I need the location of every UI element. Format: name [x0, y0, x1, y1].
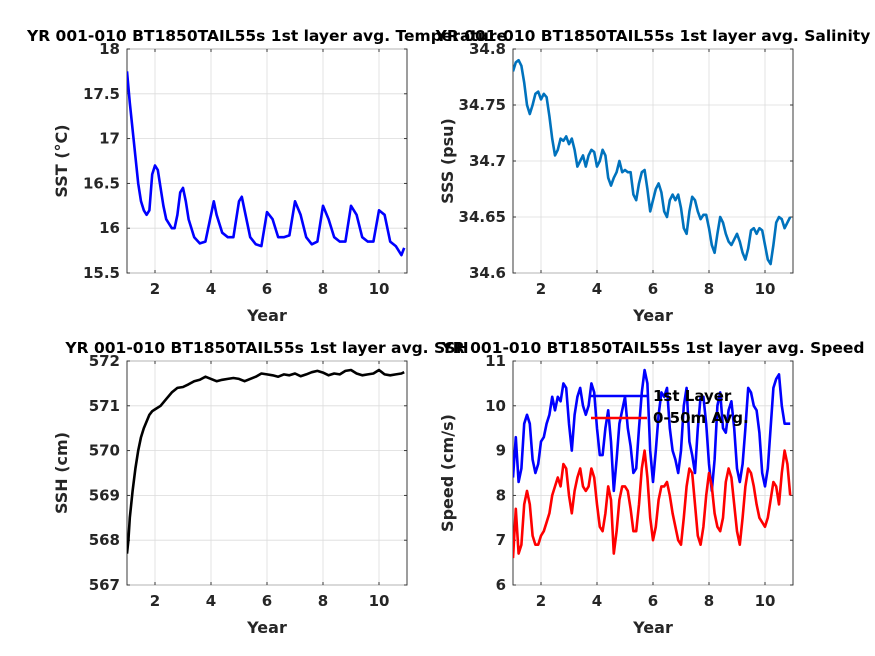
y-tick-label: 8: [496, 486, 506, 504]
y-tick-label: 567: [89, 576, 120, 594]
y-tick-label: 15.5: [83, 264, 120, 282]
y-tick-label: 34.75: [459, 96, 506, 114]
y-tick-label: 9: [496, 442, 506, 460]
y-tick-label: 17: [99, 130, 120, 148]
x-tick-label: 10: [369, 280, 390, 298]
y-tick-label: 572: [89, 352, 120, 370]
panel-sss: 2 4 6 8 10 34.6 34.65 34.7 34.75 34.8 Year SSS (psu…: [435, 27, 871, 325]
panel-title: YR 001-010 BT1850TAIL55s 1st layer avg. …: [26, 27, 507, 45]
y-tick-label: 16.5: [83, 174, 120, 192]
x-tick-label: 8: [318, 280, 328, 298]
series-line-1st-layer: [513, 368, 791, 493]
panel-ssh: 2 4 6 8 10 567 568 569 570 571 572 Year SSH (cm) YR 0…: [52, 339, 469, 637]
y-tick-label: 7: [496, 531, 506, 549]
x-tick-label: 6: [262, 280, 272, 298]
series-line: [127, 368, 405, 554]
x-tick-label: 4: [206, 280, 216, 298]
y-tick-label: 569: [89, 486, 120, 504]
x-axis-label: Year: [632, 618, 673, 637]
y-tick-label: 18: [99, 40, 120, 58]
x-tick-label: 6: [648, 592, 658, 610]
x-tick-label: 10: [755, 280, 776, 298]
y-tick-label: 568: [89, 531, 120, 549]
x-tick-label: 4: [592, 280, 602, 298]
x-axis-label: Year: [632, 306, 673, 325]
x-tick-label: 8: [318, 592, 328, 610]
x-tick-label: 4: [592, 592, 602, 610]
y-axis-label: SST (°C): [52, 124, 71, 197]
y-tick-label: 17.5: [83, 85, 120, 103]
y-tick-label: 34.6: [469, 264, 506, 282]
x-tick-label: 4: [206, 592, 216, 610]
x-tick-label: 2: [536, 280, 546, 298]
series-line: [513, 58, 792, 266]
panel-title: YR 001-010 BT1850TAIL55s 1st layer avg. …: [441, 339, 865, 357]
panel-sst: 2 4 6 8 10 15.5 16 16.5 17 17.5 18 Year SST (°C) YR 0…: [26, 27, 507, 325]
x-axis-label: Year: [246, 618, 287, 637]
legend: 1st Layer 0-50m Avg.: [591, 387, 749, 427]
legend-label: 1st Layer: [653, 387, 732, 405]
y-tick-label: 34.8: [469, 40, 506, 58]
y-tick-label: 11: [485, 352, 506, 370]
x-tick-label: 2: [150, 592, 160, 610]
y-tick-label: 10: [485, 397, 506, 415]
y-tick-label: 34.7: [469, 152, 506, 170]
series-line: [127, 71, 406, 257]
y-tick-label: 16: [99, 219, 120, 237]
x-tick-label: 8: [704, 280, 714, 298]
x-tick-label: 6: [648, 280, 658, 298]
y-tick-label: 6: [496, 576, 506, 594]
x-axis-label: Year: [246, 306, 287, 325]
y-axis-label: Speed (cm/s): [438, 414, 457, 532]
panel-speed: 2 4 6 8 10 6 7 8 9 10 11 Year Speed (cm/s) YR 001-010…: [438, 339, 864, 637]
x-tick-label: 2: [536, 592, 546, 610]
x-tick-label: 10: [369, 592, 390, 610]
panel-title: YR 001-010 BT1850TAIL55s 1st layer avg. …: [435, 27, 871, 45]
x-tick-label: 10: [755, 592, 776, 610]
y-axis-label: SSS (psu): [438, 118, 457, 204]
x-tick-label: 8: [704, 592, 714, 610]
legend-label: 0-50m Avg.: [653, 409, 749, 427]
y-tick-label: 34.65: [459, 208, 506, 226]
series-line-0-50m-avg: [513, 449, 792, 559]
y-tick-label: 571: [89, 397, 120, 415]
x-tick-label: 6: [262, 592, 272, 610]
x-tick-label: 2: [150, 280, 160, 298]
panel-title: YR 001-010 BT1850TAIL55s 1st layer avg. …: [64, 339, 468, 357]
y-tick-label: 570: [89, 442, 120, 460]
y-axis-label: SSH (cm): [52, 432, 71, 514]
